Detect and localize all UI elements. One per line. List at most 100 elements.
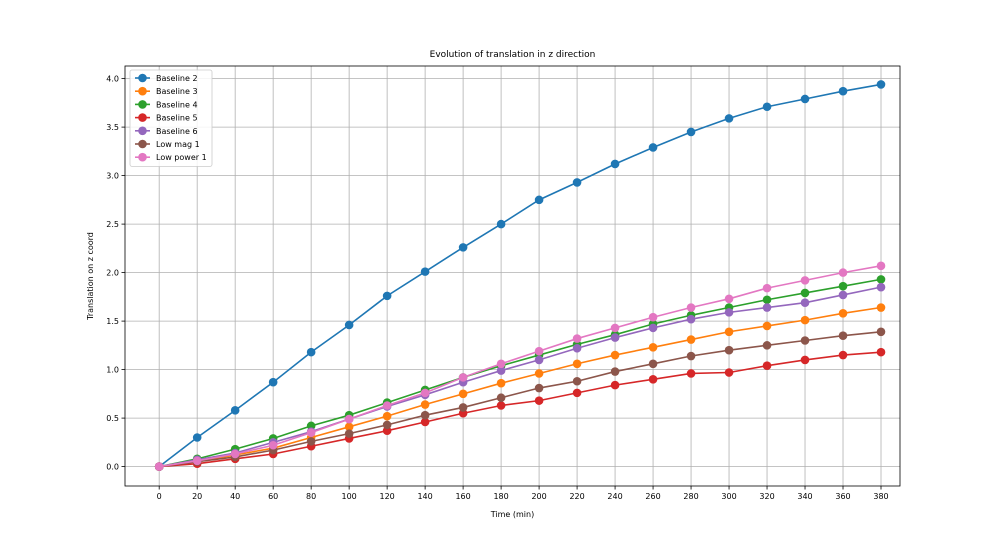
data-point-baseline-6 <box>610 333 620 342</box>
plot-area-frame <box>124 65 901 487</box>
data-point-baseline-6 <box>572 343 582 353</box>
data-point-baseline-6 <box>800 298 810 307</box>
data-point-baseline-2 <box>686 127 696 137</box>
legend-marker-baseline-2 <box>138 73 147 83</box>
data-point-baseline-2 <box>648 143 658 152</box>
data-point-baseline-3 <box>724 327 734 337</box>
data-point-low-power-1 <box>724 294 734 304</box>
series-line-low-power-1 <box>159 265 882 468</box>
data-point-baseline-3 <box>876 303 886 312</box>
data-point-baseline-2 <box>230 406 240 415</box>
data-point-low-mag-1 <box>610 367 620 376</box>
data-point-low-power-1 <box>534 346 544 356</box>
x-tick-label: 80 <box>306 492 316 501</box>
x-tick-label: 0 <box>157 492 162 501</box>
series-line-baseline-6 <box>159 286 882 468</box>
x-tick-label: 180 <box>493 492 508 501</box>
x-tick-label: 340 <box>797 492 812 501</box>
legend-label-baseline-5: Baseline 5 <box>156 114 198 123</box>
legend-label-baseline-6: Baseline 6 <box>156 127 198 136</box>
x-axis-title: Time (min) <box>490 510 534 519</box>
x-tick-label: 200 <box>531 492 546 501</box>
data-point-low-mag-1 <box>572 376 582 386</box>
x-tick-label: 100 <box>342 492 357 501</box>
y-tick-label: 3.0 <box>106 172 119 181</box>
data-point-baseline-4 <box>800 288 810 298</box>
data-point-baseline-2 <box>420 267 430 276</box>
grid <box>125 66 900 486</box>
data-point-low-mag-1 <box>686 351 696 361</box>
data-point-baseline-5 <box>762 361 772 371</box>
y-tick-label: 4.0 <box>106 75 119 84</box>
legend-marker-baseline-3 <box>138 86 147 96</box>
data-point-low-power-1 <box>154 462 164 471</box>
legend-marker-baseline-4 <box>138 100 147 109</box>
data-point-low-mag-1 <box>762 341 772 350</box>
data-point-baseline-2 <box>572 178 582 187</box>
data-point-low-power-1 <box>572 334 582 343</box>
data-point-low-power-1 <box>268 440 278 450</box>
y-tick-label: 0.5 <box>106 414 119 423</box>
data-point-baseline-3 <box>344 422 354 432</box>
data-point-low-mag-1 <box>648 359 658 369</box>
data-point-baseline-6 <box>496 366 506 375</box>
data-point-baseline-2 <box>344 320 354 330</box>
data-point-low-mag-1 <box>534 383 544 393</box>
data-point-baseline-3 <box>800 315 810 325</box>
data-point-low-power-1 <box>458 373 468 382</box>
legend-frame <box>129 69 213 167</box>
data-point-baseline-2 <box>268 377 278 387</box>
x-tick-label: 220 <box>569 492 584 501</box>
series-low-power-1 <box>154 261 886 471</box>
series-line-baseline-3 <box>159 306 882 468</box>
data-point-low-power-1 <box>496 359 506 369</box>
data-point-baseline-6 <box>648 323 658 333</box>
y-tick-label: 1.5 <box>106 317 119 326</box>
data-point-low-power-1 <box>876 261 886 271</box>
legend-label-baseline-4: Baseline 4 <box>156 100 198 109</box>
y-tick-label: 2.0 <box>106 269 119 278</box>
y-axis-ticks: 0.0 0.5 1.0 1.5 2.0 2.5 3.0 3.5 4.0 <box>106 75 125 472</box>
data-point-baseline-2 <box>762 102 772 112</box>
data-point-baseline-6 <box>724 308 734 317</box>
x-tick-label: 40 <box>230 492 240 501</box>
legend-label-low-mag-1: Low mag 1 <box>156 140 200 149</box>
data-point-low-power-1 <box>382 401 392 410</box>
series-line-baseline-2 <box>158 83 882 468</box>
x-tick-label: 240 <box>607 492 622 501</box>
data-point-low-mag-1 <box>344 429 354 438</box>
x-tick-label: 360 <box>835 492 850 501</box>
series-line-low-mag-1 <box>159 330 882 468</box>
data-point-baseline-2 <box>800 94 810 104</box>
x-tick-label: 120 <box>379 492 394 501</box>
y-tick-label: 0.0 <box>106 463 119 472</box>
data-point-baseline-3 <box>420 400 430 409</box>
data-point-low-mag-1 <box>496 393 506 403</box>
legend-label-baseline-3: Baseline 3 <box>156 87 198 96</box>
data-point-baseline-6 <box>534 355 544 365</box>
chart-title: Evolution of translation in z direction <box>430 50 596 60</box>
data-point-low-power-1 <box>762 283 772 293</box>
data-point-baseline-3 <box>610 350 620 360</box>
data-point-baseline-2 <box>192 433 202 442</box>
data-point-low-mag-1 <box>306 437 316 446</box>
data-point-baseline-4 <box>876 275 886 284</box>
data-point-baseline-3 <box>648 342 658 352</box>
data-point-baseline-6 <box>762 303 772 312</box>
y-tick-label: 2.5 <box>106 220 119 229</box>
series-layer <box>154 80 886 471</box>
y-tick-label: 1.0 <box>106 366 119 375</box>
data-point-baseline-2 <box>534 195 544 205</box>
x-tick-label: 280 <box>683 492 698 501</box>
series-line-baseline-5 <box>159 351 882 468</box>
data-point-baseline-3 <box>572 359 582 369</box>
y-axis-title: Translation on z coord <box>86 232 95 321</box>
legend-marker-low-mag-1 <box>138 139 147 149</box>
y-tick-label: 3.5 <box>106 123 119 132</box>
data-point-baseline-5 <box>420 417 430 427</box>
data-point-baseline-5 <box>496 401 506 410</box>
x-tick-label: 20 <box>192 492 202 501</box>
data-point-baseline-5 <box>572 388 582 398</box>
x-tick-label: 140 <box>417 492 432 501</box>
data-point-low-mag-1 <box>382 420 392 430</box>
